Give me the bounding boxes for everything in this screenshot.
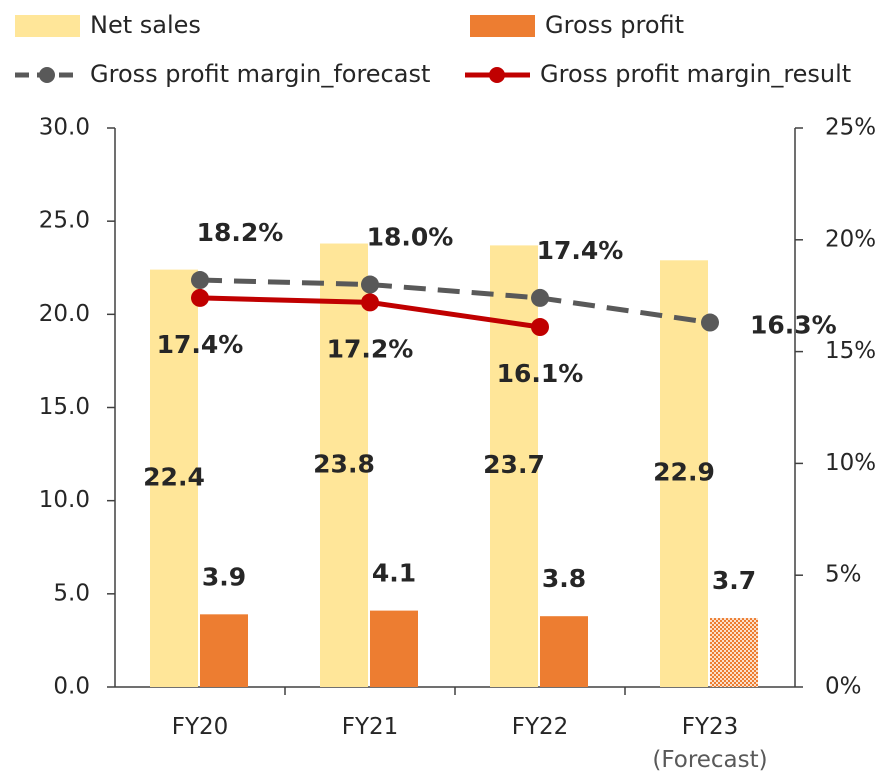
bar-value-label: 22.9 [653, 458, 715, 487]
y2-tick-label: 15% [825, 338, 876, 364]
legend-marker [489, 67, 505, 83]
bar-value-label: 23.7 [483, 450, 545, 479]
y-tick-label: 30.0 [39, 115, 90, 141]
bar [710, 618, 758, 687]
legend-label: Gross profit [545, 11, 684, 39]
line [199, 277, 711, 326]
legend-label: Net sales [90, 11, 201, 39]
line-value-label: 18.0% [367, 223, 454, 252]
line-value-label: 18.2% [197, 218, 284, 247]
bar [320, 243, 368, 687]
y2-tick-label: 5% [825, 562, 862, 588]
line-value-label: 17.4% [537, 236, 624, 265]
line-marker [701, 313, 719, 332]
line-marker [191, 271, 209, 290]
y2-tick-label: 25% [825, 115, 876, 141]
legend-swatch [470, 15, 535, 37]
y-tick-label: 10.0 [39, 487, 90, 513]
legend-marker [39, 67, 55, 83]
legend-label: Gross profit margin_forecast [90, 60, 430, 88]
bar-value-label: 22.4 [143, 462, 205, 491]
line-value-label: 17.2% [327, 334, 414, 363]
bar-value-label: 3.9 [202, 562, 246, 591]
y-tick-label: 20.0 [39, 301, 90, 327]
y2-tick-label: 10% [825, 450, 876, 476]
y-tick-label: 15.0 [39, 394, 90, 420]
bar-value-label: 4.1 [372, 559, 416, 588]
x-tick-label: FY23 (Forecast) [652, 714, 767, 773]
line-marker [361, 275, 379, 294]
line-value-label: 16.3% [750, 311, 837, 340]
line-marker [191, 288, 209, 307]
bar [370, 610, 418, 687]
line-marker [361, 293, 379, 312]
bar [200, 614, 248, 687]
line-marker [531, 318, 549, 337]
y-tick-label: 5.0 [53, 580, 90, 606]
bar [150, 269, 198, 687]
line-value-label: 17.4% [157, 330, 244, 359]
legend-swatch [15, 15, 80, 37]
x-tick-label: FY21 [342, 714, 399, 740]
bar-value-label: 23.8 [313, 449, 375, 478]
line-marker [531, 288, 549, 307]
bar-value-label: 3.7 [712, 566, 756, 595]
y2-tick-label: 20% [825, 226, 876, 252]
bar-value-label: 3.8 [542, 564, 586, 593]
y-tick-label: 0.0 [53, 674, 90, 700]
bar [660, 260, 708, 687]
y2-tick-label: 0% [825, 674, 862, 700]
line-value-label: 16.1% [497, 359, 584, 388]
legend-label: Gross profit margin_result [540, 60, 851, 88]
bar [540, 616, 588, 687]
x-tick-label: FY22 [512, 714, 569, 740]
y-tick-label: 25.0 [39, 208, 90, 234]
x-tick-label: FY20 [172, 714, 229, 740]
